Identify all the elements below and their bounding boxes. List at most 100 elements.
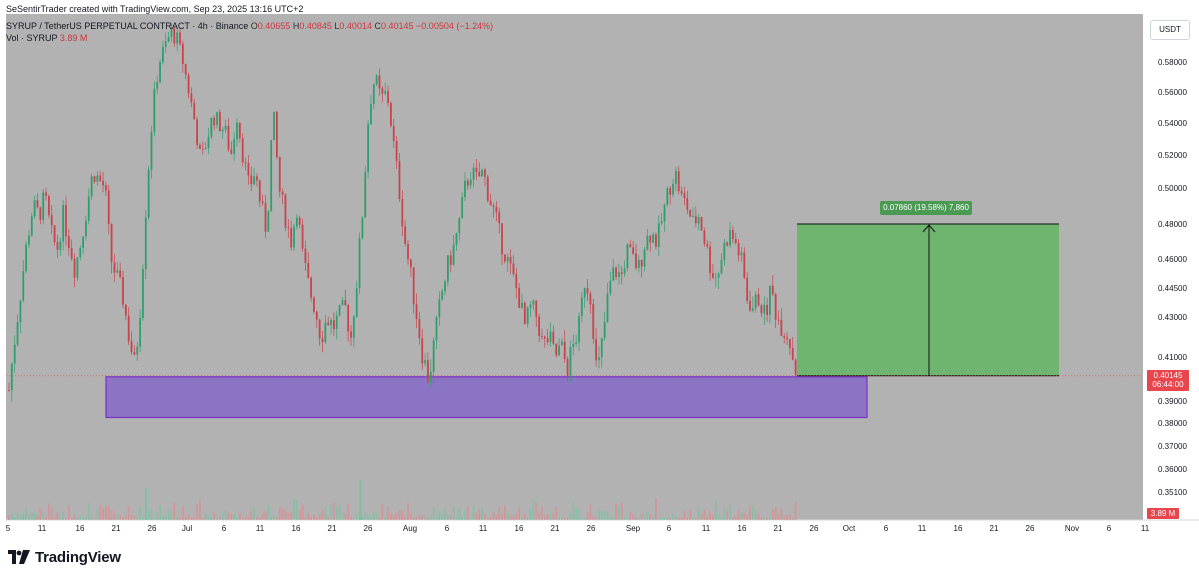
candle-body <box>102 180 104 186</box>
candle-body <box>144 217 147 270</box>
volume-bar <box>472 506 475 520</box>
candle <box>686 190 689 215</box>
volume-bar <box>578 509 580 520</box>
candle-body <box>107 190 110 225</box>
candle <box>469 172 472 190</box>
volume-bar <box>680 517 683 520</box>
candle <box>241 133 244 167</box>
volume-bar <box>241 517 244 520</box>
candle <box>156 75 159 95</box>
volume-bar <box>657 517 660 520</box>
volume-bar <box>133 516 136 520</box>
candle-body <box>657 223 660 247</box>
volume-bars <box>8 498 797 520</box>
volume-bar <box>341 513 344 520</box>
candle <box>669 185 672 205</box>
candle <box>250 166 253 192</box>
candle <box>543 335 546 348</box>
candle <box>404 219 407 247</box>
candle <box>358 232 361 295</box>
volume-bar <box>743 512 746 520</box>
candle-body <box>153 88 156 133</box>
candle <box>370 94 372 125</box>
candle-body <box>267 211 270 232</box>
candle-body <box>680 191 683 194</box>
candle <box>763 296 766 326</box>
candle <box>429 359 432 388</box>
candle <box>478 162 481 177</box>
volume-bar <box>213 511 216 520</box>
candle <box>449 250 452 273</box>
tradingview-logo[interactable]: TradingView <box>8 548 121 566</box>
candle <box>213 115 216 130</box>
volume-spike <box>359 480 362 520</box>
measure-label[interactable]: 0.07860 (19.58%) 7,860 <box>880 201 972 215</box>
symbol-title[interactable]: SYRUP / TetherUS PERPETUAL CONTRACT · 4h… <box>6 21 249 31</box>
candle-body <box>555 343 558 356</box>
candle <box>600 337 603 368</box>
candle <box>680 186 683 197</box>
volume-bar <box>238 512 241 520</box>
volume-bar <box>401 510 404 520</box>
volume-bar <box>726 509 729 520</box>
x-tick-label: 6 <box>1107 524 1112 533</box>
candle <box>749 290 751 313</box>
volume-bar <box>452 506 455 520</box>
candle-body <box>204 148 207 150</box>
candle-body <box>8 390 10 391</box>
x-tick-label: Sep <box>626 524 641 533</box>
candle-body <box>703 230 706 244</box>
candle <box>105 181 107 196</box>
candle <box>409 258 412 278</box>
candle-body <box>170 28 173 37</box>
candle <box>287 219 290 239</box>
candle-body <box>355 288 358 317</box>
volume-bar <box>757 513 760 520</box>
candle <box>281 188 284 205</box>
candle <box>458 216 461 241</box>
candle-body <box>327 322 330 326</box>
candle <box>324 314 327 344</box>
candle <box>367 120 369 179</box>
candle <box>267 209 270 232</box>
volume-bar <box>167 510 170 520</box>
candle <box>79 245 82 261</box>
candle <box>598 345 600 369</box>
candle-body <box>620 272 623 274</box>
volume-bar <box>501 513 503 520</box>
volume-bar <box>150 510 153 520</box>
candle-body <box>244 162 247 164</box>
candle-body <box>501 223 503 255</box>
currency-button[interactable]: USDT <box>1150 20 1190 40</box>
volume-bar <box>589 504 592 520</box>
candle-body <box>663 204 666 222</box>
candle-body <box>110 224 113 263</box>
candle-body <box>635 253 637 269</box>
candle-body <box>495 206 498 213</box>
open-label: O <box>250 21 258 31</box>
candle-body <box>261 201 264 204</box>
candle <box>412 267 415 314</box>
volume-bar <box>635 517 637 520</box>
candle <box>122 270 124 309</box>
candle-body <box>749 300 751 311</box>
volume-label[interactable]: Vol · SYRUP <box>6 33 58 43</box>
volume-bar <box>147 510 150 520</box>
volume-bar <box>364 513 367 520</box>
candle <box>506 253 509 272</box>
candle-body <box>575 342 578 344</box>
candle <box>224 119 227 134</box>
volume-bar <box>686 517 689 520</box>
volume-bar <box>666 516 669 520</box>
candle <box>150 126 153 179</box>
candle <box>518 283 521 309</box>
volume-bar <box>176 517 179 520</box>
volume-bar <box>335 506 338 520</box>
candle-body <box>338 304 341 316</box>
candle-body <box>45 192 47 196</box>
candle-body <box>315 311 318 320</box>
volume-bar <box>8 515 10 520</box>
candle-body <box>82 236 84 248</box>
candle-body <box>22 271 25 301</box>
